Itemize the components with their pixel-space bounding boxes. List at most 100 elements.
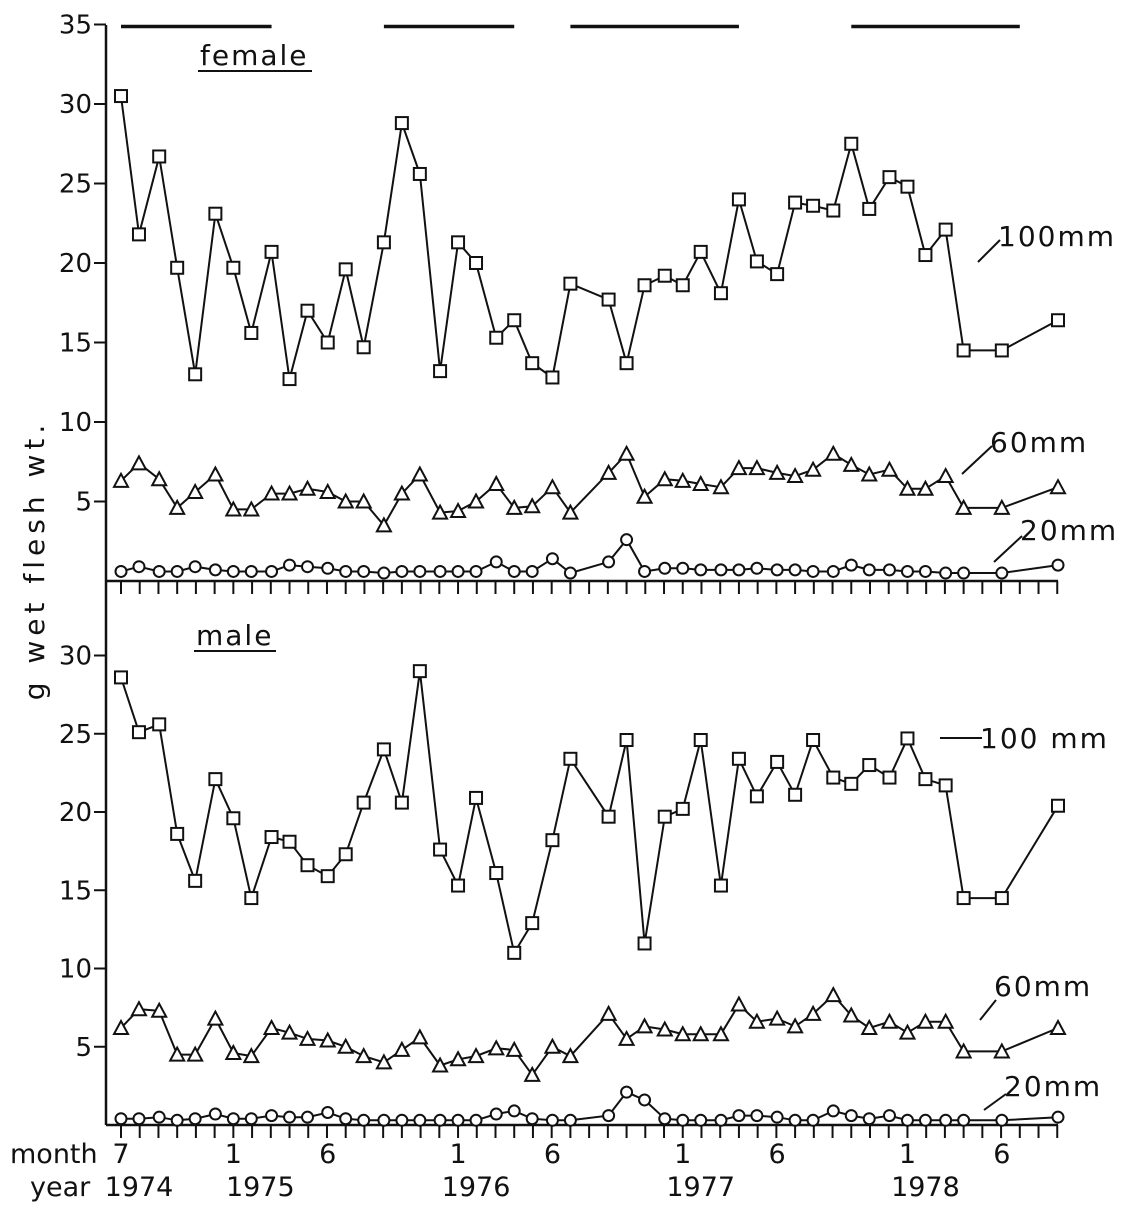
point-male-circle [620, 1085, 634, 1099]
point-female-circle [469, 564, 483, 578]
point-female-square [770, 267, 785, 282]
point-male-triangle [916, 1012, 935, 1029]
point-male-circle [750, 1109, 764, 1123]
point-male-triangle [617, 1029, 636, 1046]
point-female-circle [152, 564, 166, 578]
point-female-square [300, 303, 315, 318]
point-male-circle [788, 1113, 802, 1127]
point-male-square [1051, 798, 1065, 813]
leader-female-20mm [993, 535, 1023, 563]
point-male-circle [132, 1112, 146, 1126]
point-male-circle [377, 1113, 391, 1127]
point-male-circle [602, 1109, 616, 1123]
point-male-circle [862, 1112, 876, 1126]
point-male-circle [770, 1110, 784, 1124]
leader-female-100mm [977, 239, 1001, 263]
point-male-square [619, 733, 634, 748]
point-female-circle [732, 563, 746, 577]
point-female-triangle [1049, 478, 1067, 495]
point-male-triangle [186, 1045, 204, 1062]
point-male-triangle [880, 1012, 899, 1029]
point-female-square [356, 340, 371, 355]
label-female-100mm: 100mm [998, 220, 1116, 253]
point-male-square [731, 751, 746, 766]
leader-male-60mm [979, 999, 997, 1021]
point-male-square [938, 778, 953, 793]
point-female-square [601, 292, 616, 307]
point-male-square [152, 717, 167, 732]
point-male-square [770, 754, 785, 769]
point-female-circle [208, 563, 222, 577]
point-male-triangle [280, 1023, 299, 1040]
point-female-triangle [467, 492, 485, 509]
point-female-triangle [993, 498, 1011, 515]
point-female-circle [114, 564, 128, 578]
point-male-square [282, 834, 297, 849]
axis-ticks: 5 10 15 20 25 30 35 5 10 15 20 25 30 [59, 11, 1059, 1138]
point-male-circle [563, 1113, 577, 1127]
point-female-triangle [561, 503, 580, 520]
point-male-triangle [730, 995, 748, 1012]
point-male-circle [844, 1109, 858, 1123]
point-female-circle [750, 561, 764, 575]
point-female-triangle [186, 482, 204, 499]
point-male-square [525, 916, 540, 931]
point-male-square [563, 751, 578, 766]
point-male-square [507, 945, 522, 960]
point-male-triangle [674, 1025, 692, 1042]
point-female-triangle [599, 463, 618, 480]
point-female-square [938, 222, 953, 237]
point-female-square [226, 260, 241, 275]
point-female-triangle [692, 474, 710, 492]
point-female-square [545, 370, 560, 385]
point-male-square [412, 664, 427, 679]
point-male-circle [433, 1113, 447, 1127]
point-male-circle [188, 1112, 202, 1126]
point-male-square [376, 742, 391, 757]
point-male-circle [469, 1113, 483, 1127]
point-female-circle [377, 566, 391, 580]
point-female-triangle [505, 498, 523, 515]
point-male-square [170, 826, 185, 841]
y-tick-label-female: 25 [59, 170, 92, 200]
point-male-triangle [1049, 1018, 1067, 1035]
point-female-square [731, 192, 746, 207]
series-line-male-square [120, 670, 1059, 956]
y-tick-label-male: 10 [59, 955, 92, 985]
label-female-60mm: 60mm [990, 426, 1088, 459]
point-female-triangle [319, 482, 337, 499]
point-female-circle [995, 566, 1009, 580]
point-male-square [657, 809, 672, 824]
point-female-circle [602, 555, 616, 569]
point-female-circle [694, 563, 708, 577]
point-male-circle [301, 1110, 315, 1124]
point-female-circle [620, 533, 634, 547]
point-male-square [918, 772, 933, 787]
point-male-triangle [224, 1043, 243, 1061]
point-male-triangle [150, 1001, 168, 1018]
point-male-triangle [786, 1017, 804, 1034]
x-month-label: 6 [993, 1139, 1010, 1170]
leader-male-20mm [983, 1093, 1007, 1111]
series-line-male-circle [121, 1090, 1059, 1122]
series-line-female-circle [120, 537, 1059, 575]
point-male-circle [152, 1110, 166, 1124]
point-female-circle [489, 555, 503, 569]
point-male-triangle [112, 1018, 130, 1035]
point-male-circle [489, 1107, 503, 1121]
point-male-triangle [824, 985, 842, 1003]
point-male-triangle [467, 1047, 485, 1064]
point-male-circle [900, 1113, 914, 1127]
point-male-square [806, 733, 821, 748]
point-male-circle [451, 1113, 465, 1127]
point-female-circle [957, 566, 971, 580]
point-female-circle [862, 563, 876, 577]
y-tick-label-female: 5 [75, 488, 92, 518]
point-female-square [338, 262, 353, 277]
point-male-circle [638, 1093, 652, 1107]
point-male-square [826, 770, 841, 785]
label-male-100mm: 100 mm [980, 722, 1109, 755]
x-year-label: 1976 [442, 1172, 511, 1203]
point-male-circle [676, 1113, 690, 1127]
